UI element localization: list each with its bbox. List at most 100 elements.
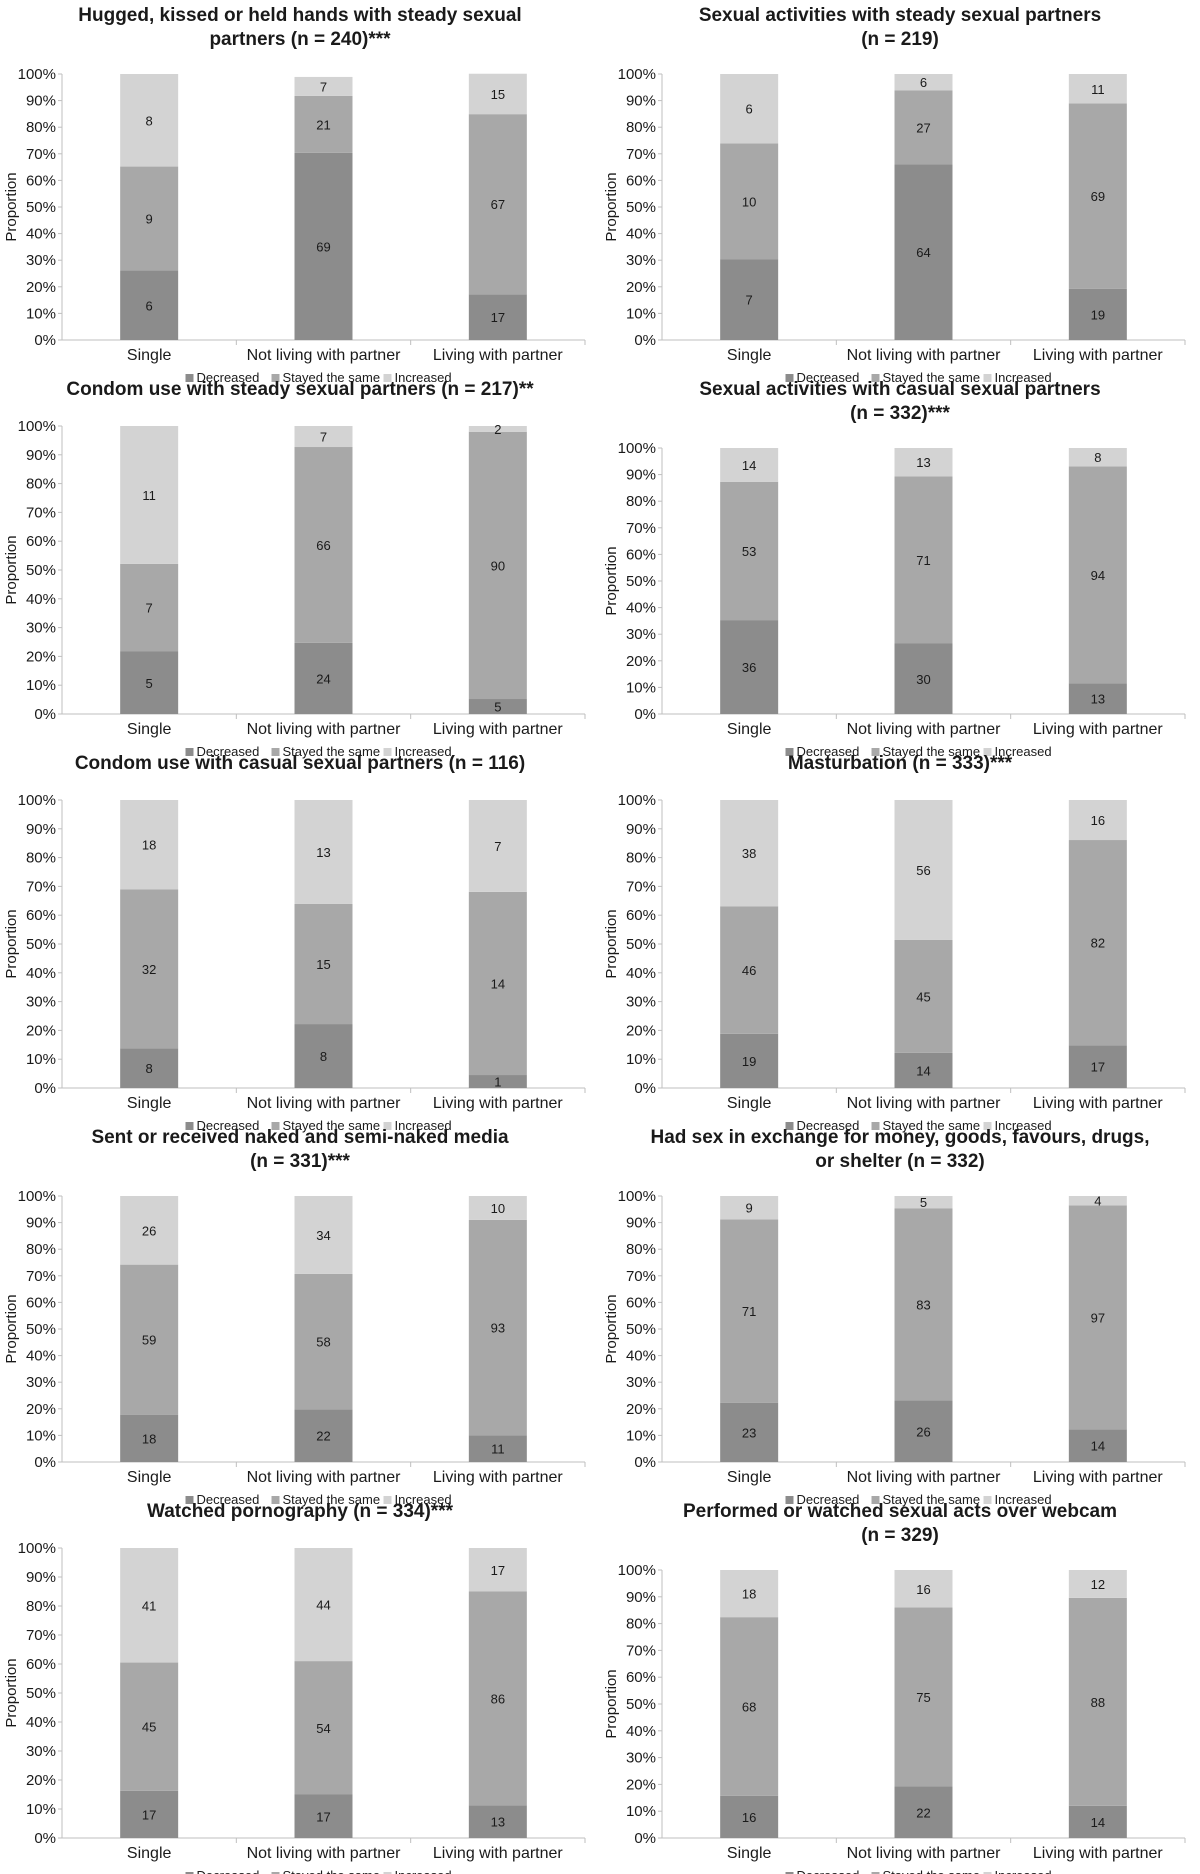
- y-tick-label: 80%: [26, 1241, 56, 1258]
- bar-segment-same: [468, 1219, 527, 1436]
- y-tick-label: 70%: [26, 1268, 56, 1285]
- y-tick-label: 30%: [26, 252, 56, 269]
- y-tick-label: 30%: [626, 994, 656, 1011]
- chart-title: Watched pornography (n = 334)***: [10, 1500, 590, 1524]
- legend-label: Increased: [395, 744, 452, 759]
- data-label: 36: [742, 660, 756, 675]
- bar-segment-increased: [720, 1570, 779, 1618]
- chart-title: Condom use with casual sexual partners (…: [10, 752, 590, 776]
- chart-svg: 0% 10% 20% 30% 40% 50% 60% 70% 80% 90% 100% Proport…: [3, 792, 586, 1133]
- chart-title-line: partners (n = 240)***: [209, 29, 391, 50]
- y-tick-label: 100%: [618, 1188, 656, 1205]
- y-tick-label: 10%: [26, 677, 56, 694]
- bar-segment-same: [468, 114, 527, 295]
- data-label: 17: [491, 1563, 505, 1578]
- legend-swatch: [785, 374, 794, 382]
- y-tick-label: 30%: [626, 252, 656, 269]
- x-category-label: Living with partner: [1033, 1845, 1164, 1862]
- y-axis-label: Proportion: [603, 1294, 620, 1363]
- chart-panel: Had sex in exchange for money, goods, fa…: [600, 1122, 1200, 1507]
- data-label: 44: [316, 1598, 330, 1613]
- y-tick-label: 70%: [26, 504, 56, 521]
- bar-segment-same: [294, 903, 353, 1025]
- y-tick-label: 60%: [626, 1669, 656, 1686]
- y-tick-label: 50%: [626, 199, 656, 216]
- bar-segment-same: [894, 90, 953, 165]
- x-category-label: Living with partner: [433, 721, 564, 738]
- bar-segment-increased: [294, 800, 353, 904]
- chart-title-line: Masturbation (n = 333)***: [787, 753, 1013, 774]
- bar-segment-decreased: [894, 1400, 953, 1462]
- bar-segment-increased: [894, 74, 953, 91]
- y-tick-label: 90%: [626, 93, 656, 110]
- bar-segment-decreased: [120, 651, 179, 714]
- y-tick-label: 40%: [626, 600, 656, 617]
- chart-title: Sexual activities with steady sexual par…: [610, 4, 1190, 52]
- chart-title-line: (n = 329): [861, 1525, 939, 1546]
- x-category-label: Living with partner: [1033, 1469, 1164, 1486]
- bar-segment-decreased: [894, 164, 953, 340]
- x-category-label: Not living with partner: [847, 1845, 1002, 1862]
- y-tick-label: 100%: [18, 792, 56, 809]
- legend-label: Increased: [395, 1118, 452, 1133]
- y-tick-label: 10%: [626, 1051, 656, 1068]
- y-axis-label: Proportion: [3, 909, 20, 978]
- bar-segment-decreased: [720, 259, 779, 340]
- y-axis-label: Proportion: [603, 546, 620, 615]
- chart-title: Performed or watched sexual acts over we…: [610, 1500, 1190, 1548]
- x-category-label: Not living with partner: [247, 1095, 402, 1112]
- data-label: 23: [742, 1425, 756, 1440]
- y-tick-label: 20%: [626, 1022, 656, 1039]
- bar-segment-same: [1068, 1597, 1127, 1806]
- y-tick-label: 60%: [26, 172, 56, 189]
- bar-segment-increased: [468, 426, 527, 432]
- chart-panel: Watched pornography (n = 334)*** 0% 10% 20%…: [0, 1496, 600, 1874]
- legend-swatch: [871, 1122, 880, 1130]
- bar-segment-decreased: [720, 1033, 779, 1088]
- legend-swatch: [785, 748, 794, 756]
- data-label: 27: [916, 120, 930, 135]
- y-tick-label: 10%: [626, 305, 656, 322]
- y-tick-label: 80%: [626, 493, 656, 510]
- legend-label: Increased: [395, 1492, 452, 1507]
- y-axis-label: Proportion: [603, 172, 620, 241]
- y-tick-label: 0%: [34, 706, 56, 723]
- y-tick-label: 0%: [34, 1454, 56, 1471]
- data-label: 16: [916, 1582, 930, 1597]
- y-tick-label: 70%: [26, 1627, 56, 1644]
- x-category-label: Not living with partner: [847, 1095, 1002, 1112]
- bar-segment-increased: [720, 1196, 779, 1220]
- legend-swatch: [271, 748, 280, 756]
- legend-label: Stayed the same: [283, 1492, 381, 1507]
- bar-segment-same: [294, 1661, 353, 1795]
- legend-label: Increased: [995, 1868, 1052, 1874]
- y-tick-label: 30%: [26, 1374, 56, 1391]
- legend-swatch: [383, 748, 392, 756]
- x-category-label: Single: [727, 1469, 772, 1486]
- legend-swatch: [983, 1496, 992, 1504]
- chart-title: Hugged, kissed or held hands with steady…: [10, 4, 590, 52]
- y-tick-label: 30%: [626, 1750, 656, 1767]
- data-label: 10: [491, 1201, 505, 1216]
- data-label: 54: [316, 1721, 330, 1736]
- y-tick-label: 50%: [626, 1321, 656, 1338]
- y-tick-label: 20%: [26, 648, 56, 665]
- bar-segment-same: [1068, 840, 1127, 1046]
- y-tick-label: 100%: [618, 1562, 656, 1579]
- legend-label: Decreased: [797, 1492, 860, 1507]
- data-label: 30: [916, 672, 930, 687]
- y-tick-label: 10%: [26, 1427, 56, 1444]
- y-tick-label: 40%: [26, 591, 56, 608]
- y-tick-label: 80%: [626, 1241, 656, 1258]
- bar-segment-increased: [468, 1548, 527, 1592]
- bar-segment-same: [294, 447, 353, 643]
- y-tick-label: 60%: [26, 1656, 56, 1673]
- x-category-label: Single: [727, 721, 772, 738]
- x-category-label: Living with partner: [1033, 347, 1164, 364]
- bar-segment-decreased: [720, 620, 779, 714]
- bar-segment-same: [894, 476, 953, 644]
- data-label: 83: [916, 1297, 930, 1312]
- y-axis-label: Proportion: [603, 1669, 620, 1738]
- data-label: 17: [316, 1809, 330, 1824]
- x-category-label: Living with partner: [1033, 1095, 1164, 1112]
